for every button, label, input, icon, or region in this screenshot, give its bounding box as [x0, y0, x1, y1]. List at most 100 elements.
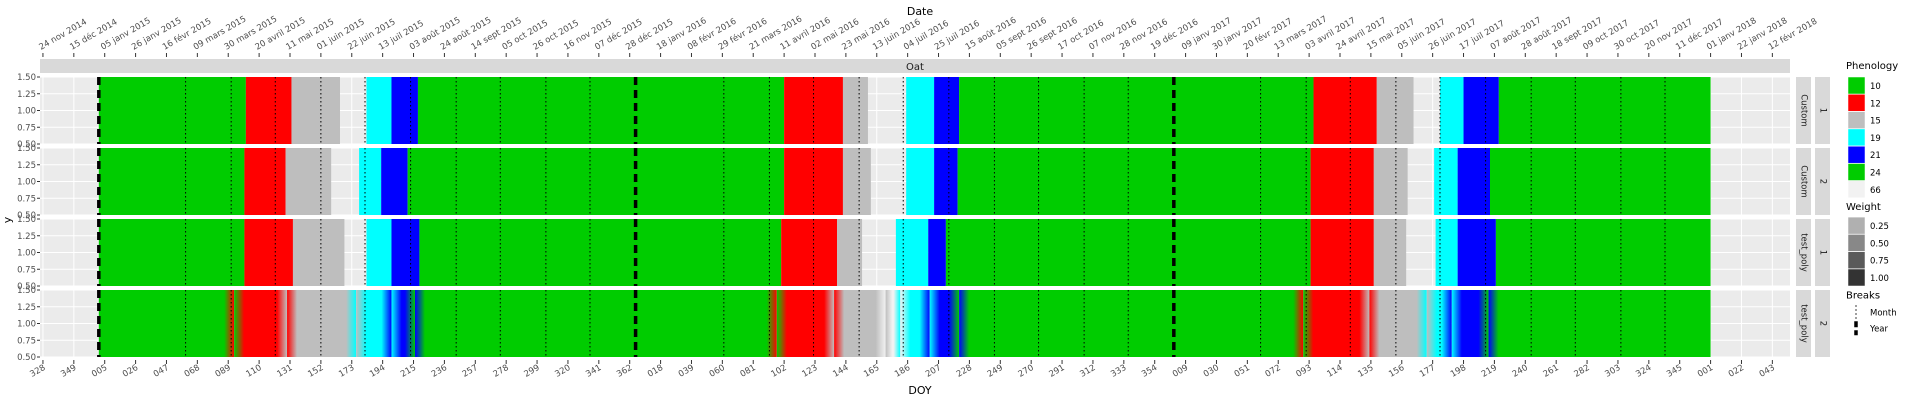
bottom-tick-label: 047 [152, 363, 171, 380]
legend-title-phenology: Phenology [1846, 61, 1898, 72]
phenology-segment [1376, 77, 1414, 144]
bottom-tick-label: 156 [1387, 363, 1406, 380]
bottom-tick-label: 039 [677, 363, 696, 380]
legend-label: 0.25 [1870, 222, 1889, 232]
bottom-tick-label: 093 [1295, 363, 1314, 380]
y-tick-label: 1.50 [17, 144, 36, 154]
phenology-segment [244, 219, 293, 286]
phenology-segment [934, 77, 960, 144]
bottom-tick-label: 345 [1665, 363, 1684, 380]
facet-strip-right [1796, 148, 1811, 215]
legend-label: 1.00 [1870, 274, 1889, 284]
bottom-tick-label: 026 [121, 363, 140, 380]
bottom-tick-label: 333 [1109, 363, 1128, 380]
bottom-tick-label: 114 [1325, 363, 1344, 380]
phenology-segment [842, 148, 871, 215]
facet-strip-right [1796, 290, 1811, 357]
y-tick-label: 0.75 [17, 194, 36, 204]
bottom-tick-label: 102 [770, 363, 789, 380]
bottom-tick-label: 215 [399, 363, 418, 380]
legend-swatch [1847, 128, 1866, 147]
phenology-segment [842, 77, 868, 144]
bottom-tick-label: 270 [1017, 363, 1036, 380]
phenology-segment [391, 219, 420, 286]
facet-strip-label: Custom [1799, 165, 1809, 198]
phenology-segment [234, 290, 288, 357]
bottom-tick-label: 089 [214, 363, 233, 380]
bottom-tick-label: 303 [1603, 363, 1622, 380]
phenology-segment [1426, 290, 1452, 357]
bottom-tick-label: 131 [275, 363, 294, 380]
bottom-doy-axis: 328 349 005 026 047 068 089 110 131 152 173 194 215 2… [28, 360, 1777, 380]
y-tick-label: 1.50 [17, 73, 36, 83]
legend-swatch [1847, 76, 1866, 95]
legend-title-breaks: Breaks [1846, 290, 1880, 301]
legend-label: 12 [1870, 99, 1881, 109]
phenology-segment [781, 219, 838, 286]
phenology-segment [407, 148, 785, 215]
bottom-tick-label: 009 [1171, 363, 1190, 380]
phenology-segment [1457, 219, 1496, 286]
y-tick-label: 0.50 [17, 282, 36, 292]
bottom-tick-label: 030 [1202, 363, 1221, 380]
phenology-segment [929, 290, 960, 357]
y-tick-label: 0.50 [17, 353, 36, 363]
phenology-segment [366, 219, 392, 286]
phenology-segment [292, 219, 345, 286]
phenology-segment [776, 290, 835, 357]
y-tick-label: 1.00 [17, 178, 36, 188]
facet-title: Oat [906, 62, 924, 73]
phenology-segment [895, 219, 929, 286]
phenology-segment [900, 290, 930, 357]
legend-label: 10 [1870, 82, 1881, 92]
y-tick-label: 1.25 [17, 232, 36, 242]
facet-strip-right [1796, 77, 1811, 144]
bottom-tick-label: 022 [1727, 363, 1746, 380]
phenology-segment [98, 148, 245, 215]
y-tick-label: 0.75 [17, 265, 36, 275]
phenology-segment [957, 148, 1311, 215]
facet-strip-right [1815, 148, 1830, 215]
phenology-segment [1440, 77, 1464, 144]
facet-strip-label: test_poly [1799, 304, 1809, 343]
bottom-tick-label: 043 [1758, 363, 1777, 380]
bottom-tick-label: 354 [1140, 363, 1159, 380]
bottom-tick-label: 349 [59, 363, 78, 380]
phenology-segment [391, 77, 418, 144]
legend-swatch [1847, 145, 1866, 164]
bottom-tick-label: 001 [1696, 363, 1715, 380]
phenology-segment [287, 290, 357, 357]
bottom-tick-label: 072 [1264, 363, 1283, 380]
y-tick-label: 1.25 [17, 161, 36, 171]
legend-swatch [1847, 216, 1866, 235]
phenology-segment [366, 77, 392, 144]
phenology-segment [1435, 219, 1458, 286]
facet-strip-right [1815, 290, 1830, 357]
bottom-tick-label: 278 [492, 363, 511, 380]
facet-panel: 1.50 1.25 1.00 0.75 0.50 Custom 1 [17, 73, 1830, 150]
bottom-tick-label: 081 [739, 363, 758, 380]
phenology-segment [928, 219, 946, 286]
legend-swatch [1847, 234, 1866, 252]
y-tick-label: 0.75 [17, 123, 36, 133]
phenology-segment [415, 290, 777, 357]
bottom-tick-label: 123 [800, 363, 819, 380]
bottom-tick-label: 144 [831, 363, 850, 380]
bottom-tick-label: 261 [1542, 363, 1561, 380]
bottom-tick-label: 173 [337, 363, 356, 380]
y-tick-label: 1.25 [17, 90, 36, 100]
phenology-segment [1369, 290, 1427, 357]
phenology-segment [837, 219, 863, 286]
bottom-tick-label: 228 [955, 363, 974, 380]
legend-swatch [1847, 163, 1866, 181]
phenology-segment [959, 77, 1314, 144]
top-axis-title: Date [907, 5, 934, 18]
phenology-segment [1498, 77, 1711, 144]
facet-strip-right [1815, 77, 1830, 144]
facet-strip-label: 1 [1818, 250, 1828, 255]
phenology-segment [285, 148, 332, 215]
bottom-tick-label: 152 [306, 363, 325, 380]
legend-swatch [1847, 251, 1866, 269]
phenology-segment [419, 219, 782, 286]
